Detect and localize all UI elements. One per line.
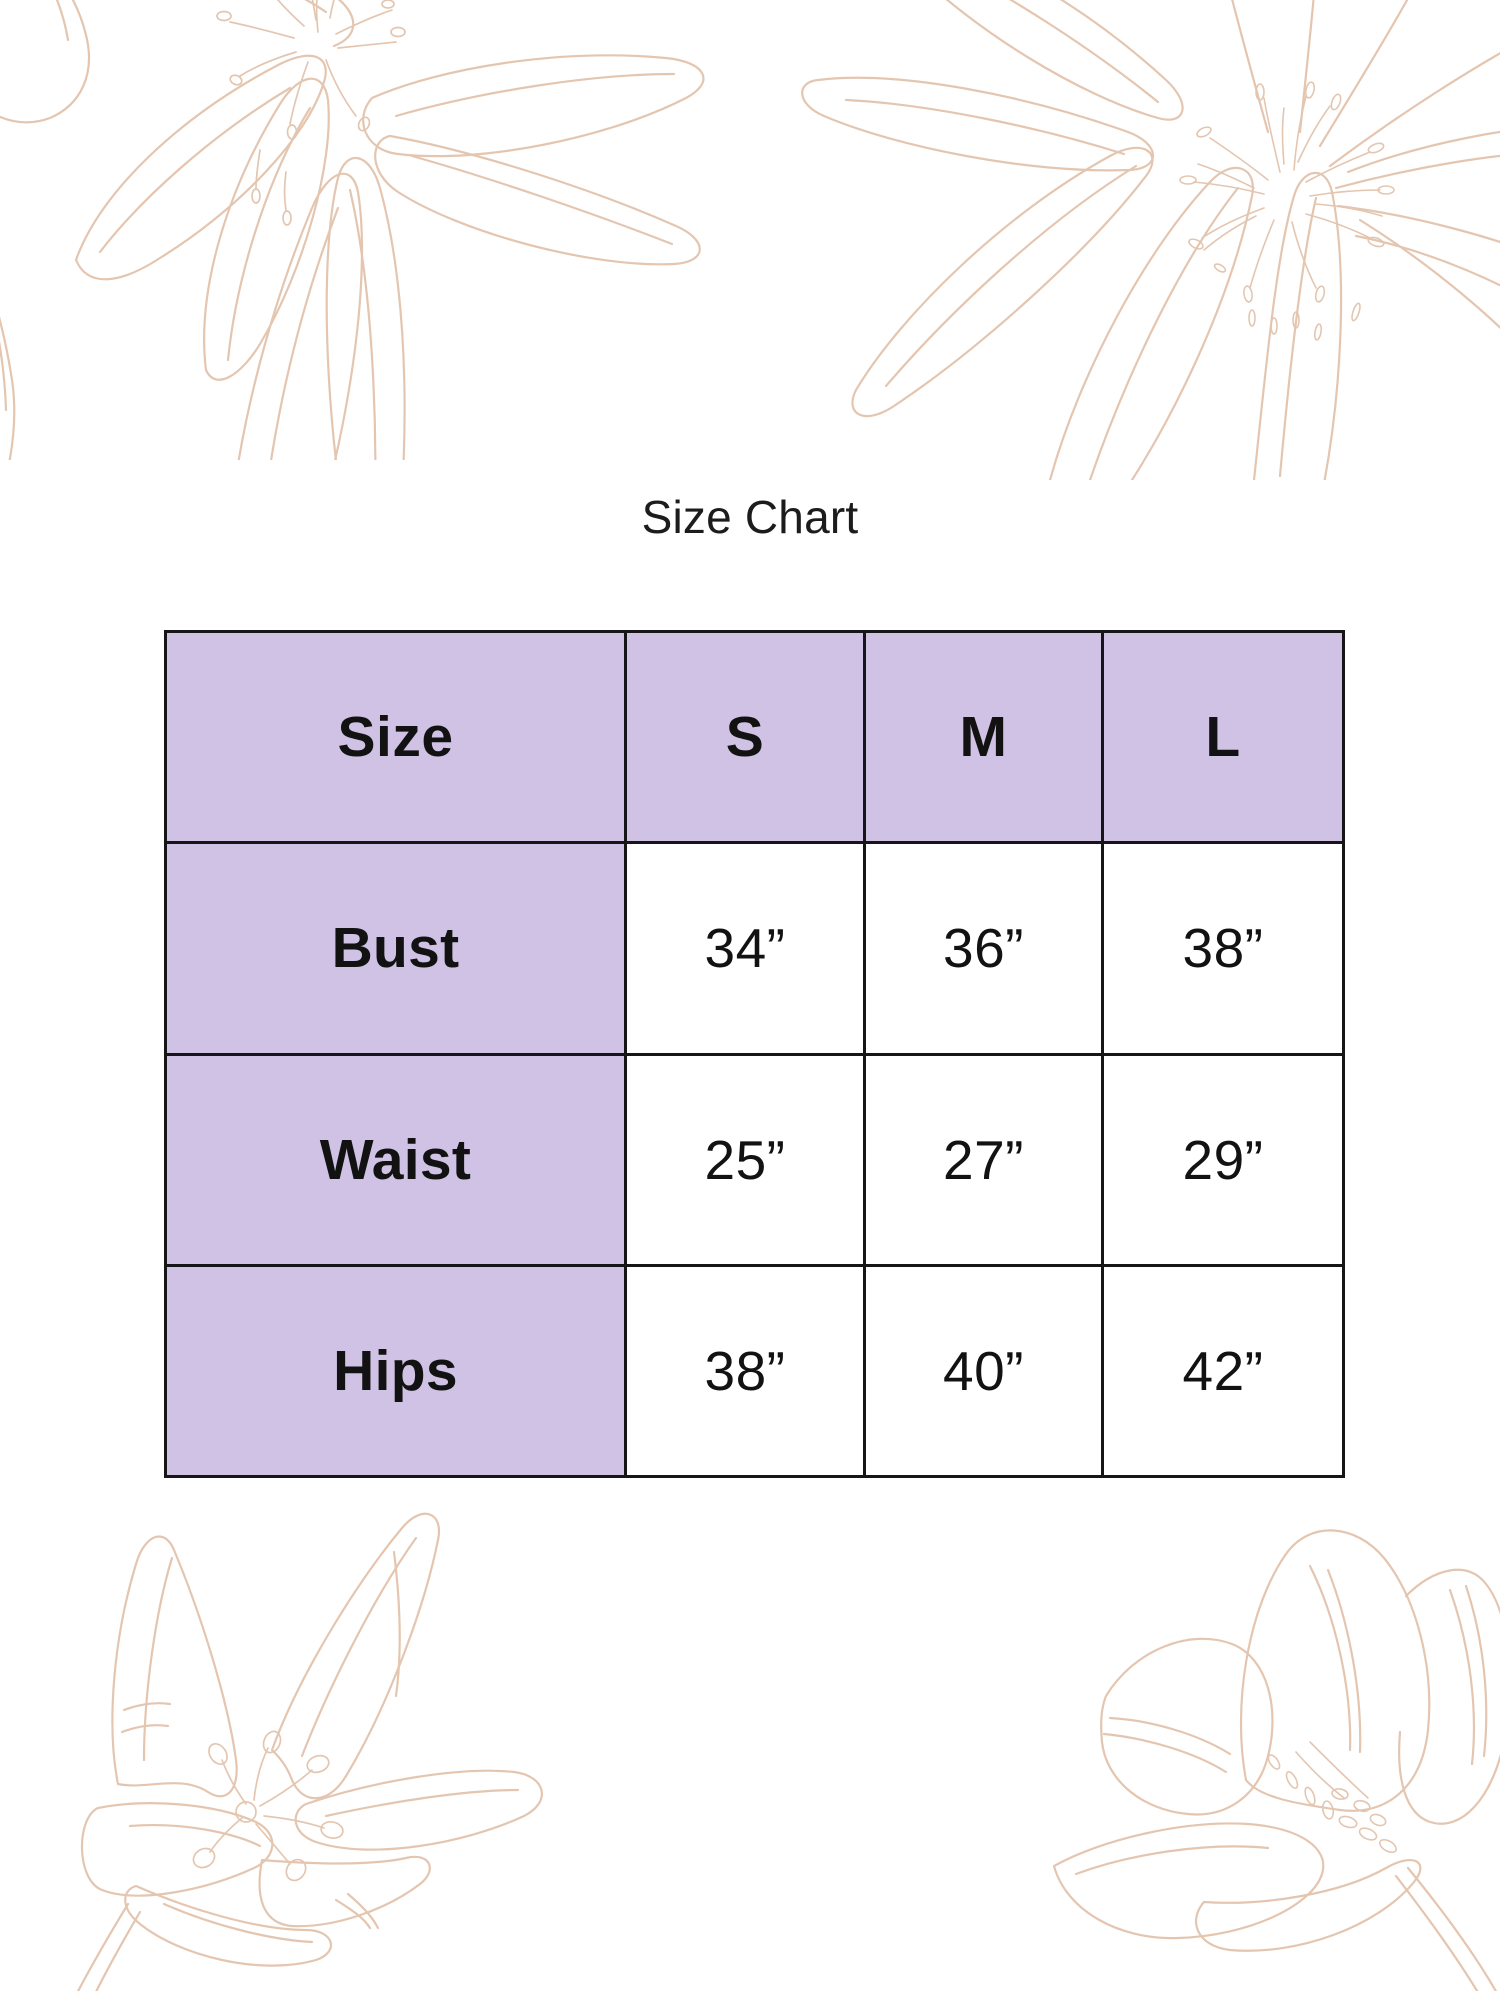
row-label-bust: Bust [164,841,627,1056]
flower-top-left-icon [0,0,750,460]
cell-hips-l: 42” [1101,1263,1345,1479]
cell-bust-l: 38” [1101,841,1345,1056]
cell-hips-s: 38” [624,1263,866,1479]
table-header-row: Size S M L [164,629,1345,845]
table-row: Bust 34” 36” 38” [164,841,1345,1056]
cell-bust-s: 34” [624,841,866,1056]
cell-waist-m: 27” [863,1052,1104,1267]
flower-bottom-left-icon [40,1460,580,1991]
flower-top-right-icon [760,0,1500,480]
cell-bust-m: 36” [863,841,1104,1056]
size-chart-table-container: Size S M L Bust 34” 36” 38” Waist 25” 27… [164,629,1345,1479]
size-chart-table: Size S M L Bust 34” 36” 38” Waist 25” 27… [164,629,1345,1479]
header-cell-l: L [1101,629,1345,845]
flower-bottom-right-icon [1010,1450,1500,1991]
header-cell-size: Size [164,629,627,845]
cell-waist-l: 29” [1101,1052,1345,1267]
cell-hips-m: 40” [863,1263,1104,1479]
row-label-waist: Waist [164,1052,627,1267]
table-row: Hips 38” 40” 42” [164,1263,1345,1479]
header-cell-m: M [863,629,1104,845]
row-label-hips: Hips [164,1263,627,1479]
header-cell-s: S [624,629,866,845]
cell-waist-s: 25” [624,1052,866,1267]
page-title: Size Chart [641,491,859,543]
table-row: Waist 25” 27” 29” [164,1052,1345,1267]
